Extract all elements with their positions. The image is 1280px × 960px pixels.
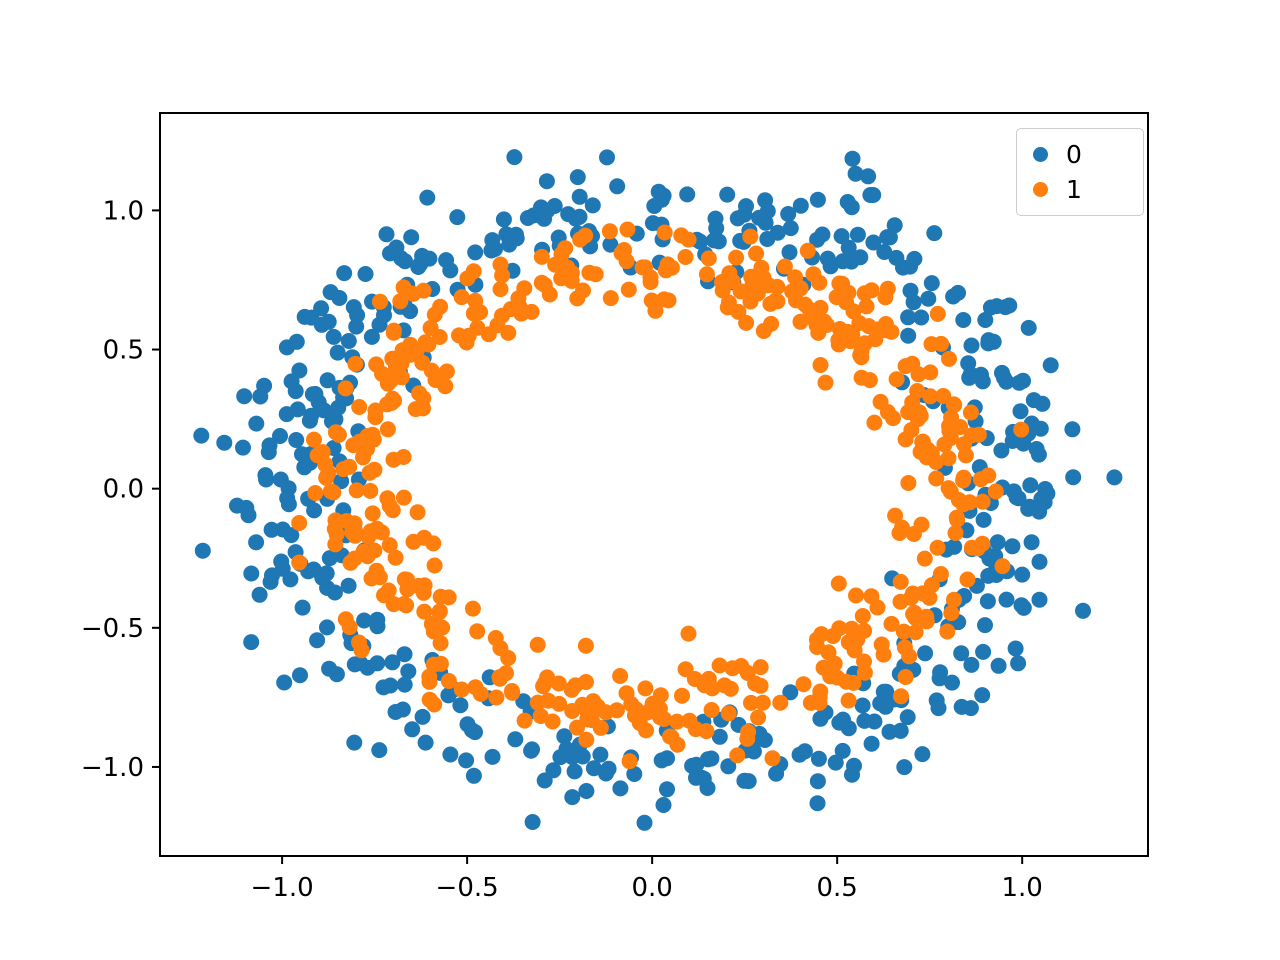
legend-label-class-0: 0 [1066, 140, 1082, 169]
y-tick-label: 0.5 [103, 336, 144, 366]
legend: 0 1 [1016, 128, 1144, 216]
y-tick-label: 0.0 [103, 475, 144, 505]
legend-entry-class-1: 1 [1017, 172, 1143, 207]
y-tick-label: 1.0 [103, 196, 144, 226]
x-tick-label: −0.5 [436, 873, 499, 903]
x-tick-label: −1.0 [251, 873, 314, 903]
x-tick-label: 0.0 [631, 873, 672, 903]
legend-swatch-class-1 [1033, 182, 1048, 197]
legend-swatch-class-0 [1033, 147, 1048, 162]
legend-entry-class-0: 0 [1017, 137, 1143, 172]
x-tick-label: 0.5 [816, 873, 857, 903]
y-tick-label: −0.5 [81, 614, 144, 644]
y-tick-label: −1.0 [81, 753, 144, 783]
x-tick-label: 1.0 [1002, 873, 1043, 903]
legend-label-class-1: 1 [1066, 175, 1082, 204]
